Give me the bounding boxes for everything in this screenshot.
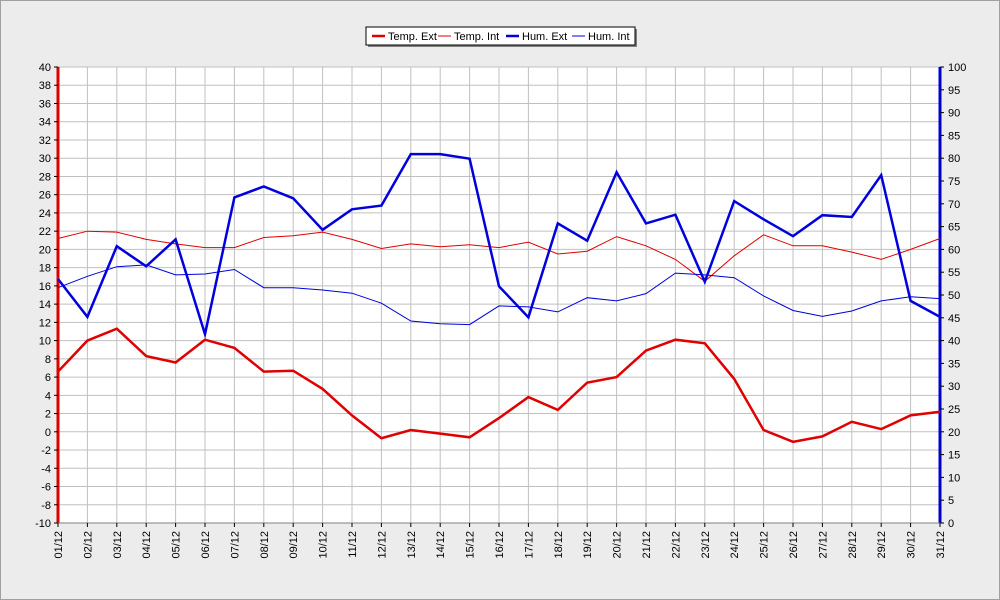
- x-tick-label: 12/12: [376, 531, 388, 559]
- legend-label: Temp. Ext: [388, 31, 437, 43]
- x-tick-label: 24/12: [729, 531, 741, 559]
- legend-box: [365, 26, 636, 46]
- x-tick-label: 19/12: [582, 531, 594, 559]
- x-tick-label: 16/12: [494, 531, 506, 559]
- right-tick-label: 70: [948, 199, 960, 211]
- right-tick-label: 65: [948, 222, 960, 234]
- x-tick-label: 09/12: [288, 531, 300, 559]
- x-tick-label: 23/12: [700, 531, 712, 559]
- left-tick-label: 22: [39, 226, 51, 238]
- x-tick-label: 02/12: [82, 531, 94, 559]
- left-tick-label: 38: [39, 80, 51, 92]
- x-tick-label: 14/12: [435, 531, 447, 559]
- series-lines: [57, 152, 941, 444]
- right-tick-label: 60: [948, 244, 960, 256]
- legend: Temp. Ext Temp. Int Hum. Ext Hum. Int: [365, 26, 637, 47]
- right-tick-label: 85: [948, 130, 960, 142]
- right-tick-label: 30: [948, 381, 960, 393]
- x-tick-label: 05/12: [171, 531, 183, 559]
- right-tick-label: 0: [948, 518, 954, 530]
- x-tick-label: 25/12: [759, 531, 771, 559]
- x-tick-label: 01/12: [53, 531, 65, 559]
- right-tick-label: 75: [948, 176, 960, 188]
- x-tick-label: 28/12: [847, 531, 859, 559]
- legend-label: Hum. Int: [588, 31, 630, 43]
- legend-label: Hum. Ext: [522, 31, 567, 43]
- x-tick-label: 04/12: [141, 531, 153, 559]
- left-tick-label: 32: [39, 135, 51, 147]
- right-tick-label: 100: [948, 62, 966, 74]
- x-tick-label: 13/12: [406, 531, 418, 559]
- left-tick-label: 4: [45, 390, 51, 402]
- x-tick-label: 31/12: [935, 531, 947, 559]
- x-axis-ticks: 01/12 02/12 03/12 04/12 05/12 06/12 07/12 08/12…: [53, 523, 947, 559]
- left-tick-label: 18: [39, 263, 51, 275]
- left-tick-label: 40: [39, 62, 51, 74]
- series-line-temp-ext: [57, 327, 941, 444]
- left-tick-label: 0: [45, 427, 51, 439]
- left-tick-label: 8: [45, 354, 51, 366]
- right-tick-label: 20: [948, 427, 960, 439]
- right-tick-label: 35: [948, 358, 960, 370]
- left-tick-label: 6: [45, 372, 51, 384]
- left-axis-ticks: 4038363432302826242220181614121086420-2-…: [35, 62, 58, 530]
- right-tick-label: 15: [948, 450, 960, 462]
- right-tick-label: 80: [948, 153, 960, 165]
- right-tick-label: 10: [948, 472, 960, 484]
- x-tick-label: 29/12: [876, 531, 888, 559]
- left-tick-label: -6: [41, 482, 51, 494]
- left-tick-label: 28: [39, 171, 51, 183]
- series-line-hum-int: [57, 264, 941, 326]
- left-tick-label: 12: [39, 317, 51, 329]
- x-tick-label: 30/12: [906, 531, 918, 559]
- left-tick-label: -4: [41, 463, 51, 475]
- x-tick-label: 08/12: [259, 531, 271, 559]
- right-tick-label: 5: [948, 495, 954, 507]
- left-tick-label: 24: [39, 208, 51, 220]
- x-tick-label: 17/12: [523, 531, 535, 559]
- x-tick-label: 15/12: [465, 531, 477, 559]
- right-tick-label: 55: [948, 267, 960, 279]
- grid: [57, 66, 941, 524]
- left-tick-label: 16: [39, 281, 51, 293]
- left-tick-label: 14: [39, 299, 51, 311]
- x-tick-label: 26/12: [788, 531, 800, 559]
- x-tick-label: 20/12: [612, 531, 624, 559]
- x-tick-label: 11/12: [347, 531, 359, 558]
- x-tick-label: 06/12: [200, 531, 212, 559]
- right-tick-label: 45: [948, 313, 960, 325]
- left-tick-label: 2: [45, 409, 51, 421]
- x-tick-label: 18/12: [553, 531, 565, 559]
- left-tick-label: 26: [39, 190, 51, 202]
- right-tick-label: 40: [948, 336, 960, 348]
- right-tick-label: 50: [948, 290, 960, 302]
- left-tick-label: 36: [39, 98, 51, 110]
- left-tick-label: 20: [39, 244, 51, 256]
- x-tick-label: 07/12: [229, 531, 241, 559]
- left-tick-label: 34: [39, 117, 51, 129]
- x-tick-label: 03/12: [112, 531, 124, 559]
- left-tick-label: 10: [39, 336, 51, 348]
- x-tick-label: 21/12: [641, 531, 653, 559]
- right-tick-label: 90: [948, 108, 960, 120]
- series-line-hum-ext: [57, 152, 941, 340]
- left-tick-label: -2: [41, 445, 51, 457]
- x-tick-label: 10/12: [318, 531, 330, 559]
- right-tick-label: 95: [948, 85, 960, 97]
- legend-label: Temp. Int: [454, 31, 499, 43]
- left-tick-label: 30: [39, 153, 51, 165]
- x-tick-label: 22/12: [670, 531, 682, 559]
- x-tick-label: 27/12: [817, 531, 829, 559]
- series-line-temp-int: [57, 230, 941, 282]
- left-tick-label: -10: [35, 518, 51, 530]
- left-tick-label: -8: [41, 500, 51, 512]
- right-tick-label: 25: [948, 404, 960, 416]
- right-axis-ticks: 1009590858075706560555045403530252015105…: [940, 62, 966, 530]
